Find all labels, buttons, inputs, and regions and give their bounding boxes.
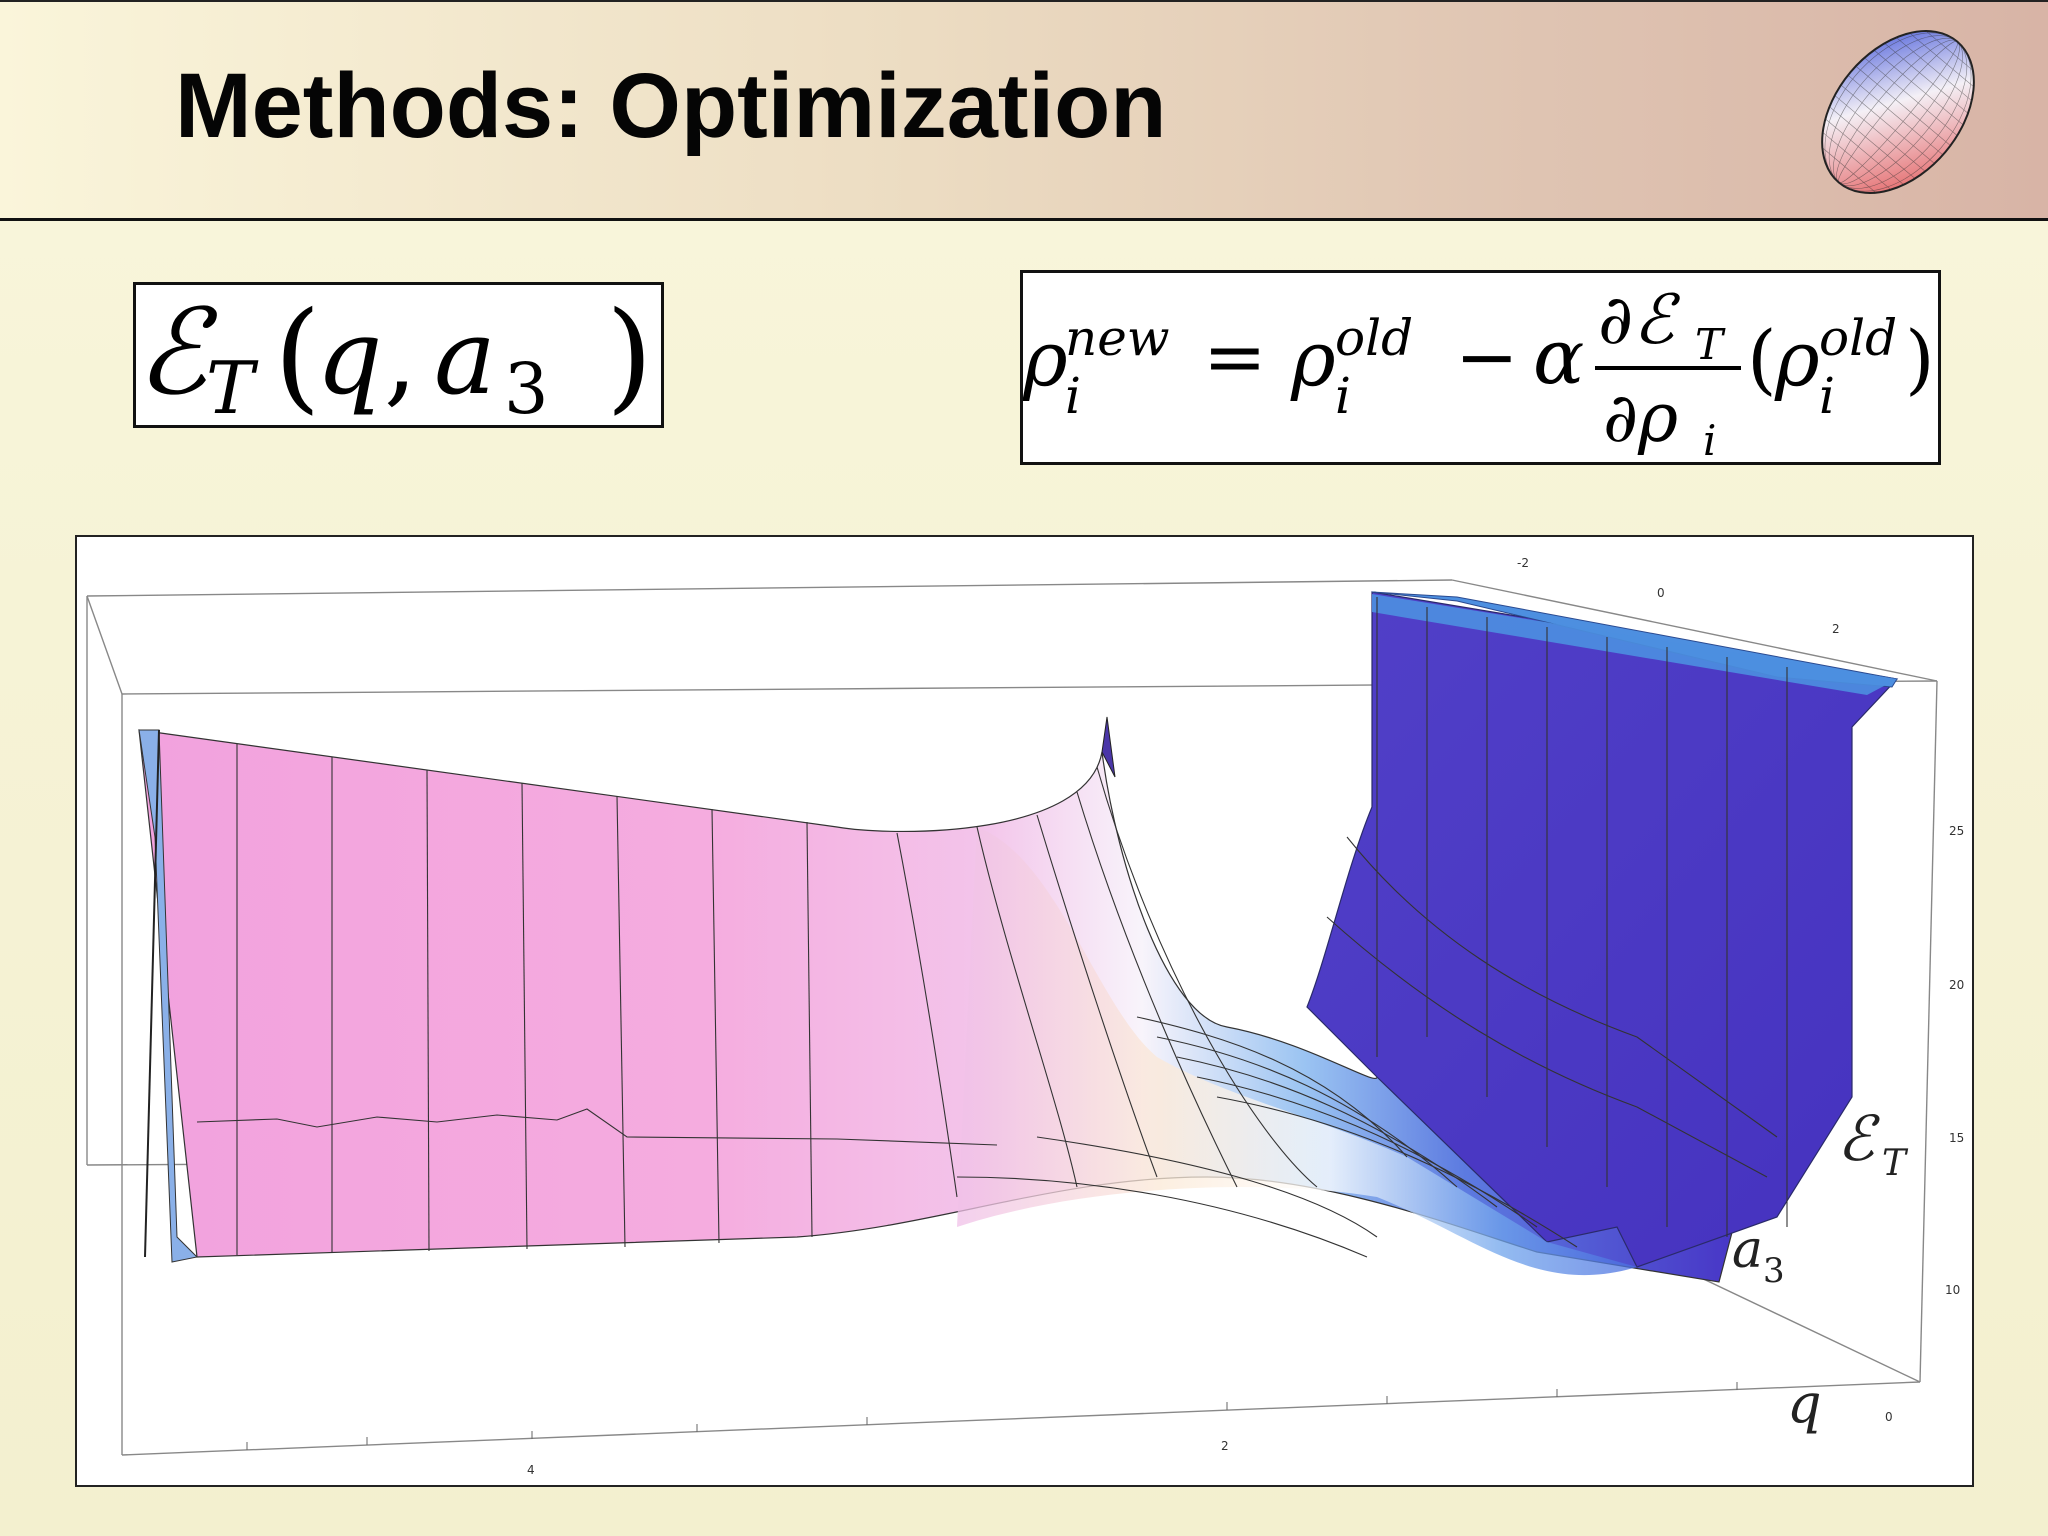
- svg-text:i: i: [1065, 367, 1081, 425]
- svg-text:a: a: [434, 296, 496, 418]
- energy-function-math: ℰ T ( q , a 3 ): [136, 285, 653, 425]
- svg-text:(: (: [274, 287, 321, 425]
- q-axis-label: q: [1787, 1372, 1822, 1435]
- svg-text:new: new: [1065, 309, 1170, 367]
- svg-text:T: T: [1695, 320, 1726, 369]
- svg-text:): ): [1905, 314, 1935, 403]
- energy-surface-figure: ℰ T a 3 q 25 20 15 10 -2 0 2 4 2 0: [86, 556, 1964, 1477]
- svg-text:q: q: [316, 296, 383, 418]
- a3-tick-2: 2: [1832, 622, 1840, 636]
- high-energy-wall: [1306, 591, 1899, 1268]
- svg-text:−: −: [1455, 312, 1519, 401]
- z-axis-label: ℰ: [1837, 1102, 1880, 1175]
- svg-text:i: i: [1335, 367, 1351, 425]
- q-tick-2: 2: [1221, 1439, 1229, 1453]
- tick-marks: [246, 1382, 1738, 1450]
- a3-axis-subscript: 3: [1763, 1251, 1785, 1291]
- a3-axis-label: a: [1732, 1220, 1763, 1280]
- slide-title: Methods: Optimization: [175, 55, 1167, 157]
- svg-text:ℰ: ℰ: [136, 285, 218, 421]
- svg-text:α: α: [1533, 312, 1584, 401]
- svg-text:,: ,: [384, 296, 417, 418]
- q-tick-4: 4: [527, 1463, 535, 1477]
- svg-text:ρ: ρ: [1774, 314, 1820, 403]
- svg-text:old: old: [1819, 309, 1897, 367]
- gradient-update-math: ρ new i = ρ old i − α ∂ℰ T ∂ρ i ( ρ old …: [1023, 281, 1935, 462]
- deformed-nucleus-icon: [1808, 22, 1988, 202]
- svg-text:i: i: [1703, 416, 1716, 462]
- svg-text:): ): [606, 287, 653, 425]
- z-tick-20: 20: [1949, 978, 1964, 992]
- gradient-update-formula: ρ new i = ρ old i − α ∂ℰ T ∂ρ i ( ρ old …: [1020, 270, 1941, 465]
- svg-text:T: T: [206, 346, 259, 425]
- z-tick-10: 10: [1945, 1283, 1960, 1297]
- svg-text:(: (: [1747, 314, 1777, 403]
- svg-text:∂ρ: ∂ρ: [1603, 379, 1678, 458]
- z-axis-subscript: T: [1882, 1143, 1909, 1184]
- svg-text:old: old: [1335, 309, 1413, 367]
- svg-text:∂ℰ: ∂ℰ: [1598, 281, 1681, 360]
- surface-spike: [1101, 716, 1116, 778]
- z-tick-15: 15: [1949, 1131, 1964, 1145]
- slide-header: Methods: Optimization: [0, 0, 2048, 221]
- z-tick-25: 25: [1949, 824, 1964, 838]
- surface-mesh: [196, 597, 1788, 1258]
- energy-surface-plot: ℰ T a 3 q 25 20 15 10 -2 0 2 4 2 0: [75, 535, 1974, 1487]
- svg-text:3: 3: [504, 348, 549, 425]
- svg-text:=: =: [1203, 312, 1267, 401]
- ridge-face: [1372, 594, 1897, 695]
- svg-text:ρ: ρ: [1290, 314, 1336, 403]
- svg-text:i: i: [1819, 367, 1835, 425]
- svg-text:ρ: ρ: [1023, 314, 1068, 403]
- q-tick-0: 0: [1885, 1410, 1893, 1424]
- valley-region: [957, 827, 1637, 1276]
- a3-tick-0: 0: [1657, 586, 1665, 600]
- tick-labels: 25 20 15 10 -2 0 2 4 2 0: [527, 556, 1964, 1477]
- energy-function-formula: ℰ T ( q , a 3 ): [133, 282, 664, 428]
- axis-labels: ℰ T a 3 q: [1732, 1102, 1909, 1435]
- a3-tick-neg2: -2: [1517, 556, 1529, 570]
